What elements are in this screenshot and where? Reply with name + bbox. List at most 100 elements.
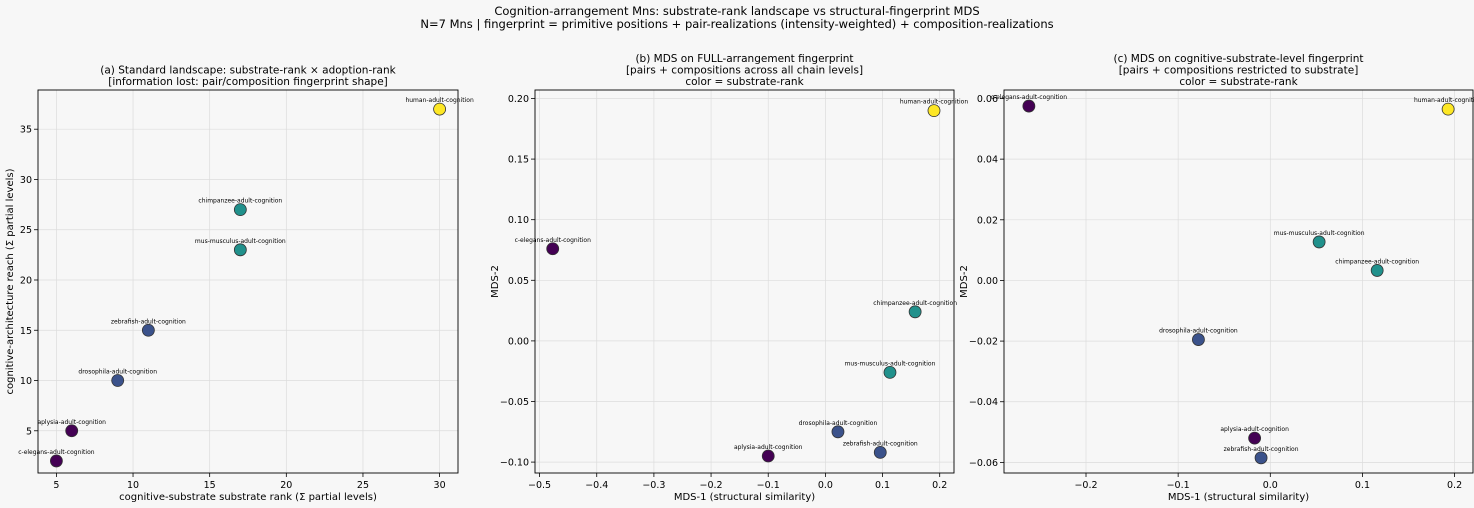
data-point-label: drosophila-adult-cognition xyxy=(799,420,878,427)
panel-title-line: color = substrate-rank xyxy=(685,76,804,88)
data-point-label: human-adult-cognition xyxy=(900,99,969,106)
data-point xyxy=(1370,264,1384,277)
y-tick-label: −0.06 xyxy=(969,458,998,469)
y-tick-label: 0.00 xyxy=(977,276,998,287)
data-point xyxy=(49,454,63,468)
y-tick-label: 35 xyxy=(20,125,32,136)
data-point xyxy=(761,449,775,463)
x-tick-label: 0.2 xyxy=(1447,480,1462,491)
y-tick-label: 0.02 xyxy=(977,215,998,226)
panel-title-line: [information lost: pair/composition fing… xyxy=(108,76,388,88)
x-tick-label: −0.5 xyxy=(528,480,551,491)
data-point xyxy=(1441,102,1455,116)
data-point xyxy=(908,305,922,319)
data-point xyxy=(233,243,247,257)
panel-title-line: color = substrate-rank xyxy=(1179,76,1298,88)
x-tick-label: 10 xyxy=(127,480,139,491)
y-tick-label: 10 xyxy=(20,376,32,387)
y-tick-label: 25 xyxy=(20,225,32,236)
y-axis-label: cognitive-architecture reach (Σ partial … xyxy=(5,168,16,394)
data-point-label: chimpanzee-adult-cognition xyxy=(873,300,957,307)
data-point-label: aplysia-adult-cognition xyxy=(1220,426,1289,433)
data-point-label: c-elegans-adult-cognition xyxy=(18,449,95,456)
y-tick-label: 0.06 xyxy=(977,94,998,105)
data-point-label: human-adult-cognition xyxy=(405,97,474,104)
data-point xyxy=(65,424,79,438)
data-point xyxy=(1022,99,1036,113)
x-tick-label: −0.3 xyxy=(642,480,665,491)
data-point xyxy=(873,445,887,459)
data-point-label: zebrafish-adult-cognition xyxy=(111,318,186,325)
data-point-label: c-elegans-adult-cognition xyxy=(515,237,592,244)
panel-title-line: (c) MDS on cognitive-substrate-level fin… xyxy=(1114,53,1364,65)
plot-frame xyxy=(37,89,459,474)
data-point xyxy=(111,374,125,387)
x-tick-label: −0.4 xyxy=(585,480,608,491)
data-point xyxy=(433,102,447,116)
data-point xyxy=(1192,333,1205,346)
chart-panel-2: (b) MDS on FULL-arrangement fingerprint[… xyxy=(490,53,968,503)
panel-title-line: [pairs + compositions restricted to subs… xyxy=(1119,65,1359,77)
x-axis-label: cognitive-substrate substrate rank (Σ pa… xyxy=(119,492,377,503)
suptitle-line-2: N=7 Mns | fingerprint = primitive positi… xyxy=(420,17,1053,31)
y-tick-label: 0.20 xyxy=(508,94,529,105)
x-axis-label: MDS-1 (structural similarity) xyxy=(674,492,815,503)
x-axis-label: MDS-1 (structural similarity) xyxy=(1168,492,1309,503)
x-tick-label: 0.1 xyxy=(1355,480,1370,491)
y-axis-label: MDS-2 xyxy=(959,265,970,298)
data-point-label: drosophila-adult-cognition xyxy=(1159,328,1238,335)
data-point xyxy=(1248,431,1262,445)
y-tick-label: 0.15 xyxy=(508,155,529,166)
y-axis-label: MDS-2 xyxy=(490,265,501,298)
data-point-label: zebrafish-adult-cognition xyxy=(1224,446,1299,453)
data-point xyxy=(1312,235,1326,249)
x-tick-label: 0.2 xyxy=(932,480,947,491)
data-point xyxy=(1254,451,1268,465)
data-point xyxy=(831,425,845,439)
x-tick-label: 0.1 xyxy=(875,480,890,491)
x-tick-label: 20 xyxy=(280,480,292,491)
data-point-label: drosophila-adult-cognition xyxy=(78,369,157,376)
y-tick-label: −0.05 xyxy=(500,397,529,408)
data-point-label: mus-musculus-adult-cognition xyxy=(195,238,286,245)
x-tick-label: 0.0 xyxy=(818,480,833,491)
data-point-label: aplysia-adult-cognition xyxy=(734,444,803,451)
x-tick-label: 25 xyxy=(357,480,369,491)
data-point-label: chimpanzee-adult-cognition xyxy=(198,198,282,205)
y-tick-label: 30 xyxy=(20,175,32,186)
data-point-label: human-adult-cognition xyxy=(1414,97,1474,104)
chart-panel-1: (a) Standard landscape: substrate-rank ×… xyxy=(5,65,474,504)
data-point-label: aplysia-adult-cognition xyxy=(37,419,106,426)
suptitle-line-1: Cognition-arrangement Mns: substrate-ran… xyxy=(494,4,979,18)
x-tick-label: −0.1 xyxy=(1167,480,1190,491)
panel-title-line: (a) Standard landscape: substrate-rank ×… xyxy=(100,65,396,77)
y-tick-label: 0.00 xyxy=(508,336,529,347)
x-tick-label: 30 xyxy=(434,480,446,491)
y-tick-label: 0.10 xyxy=(508,215,529,226)
y-tick-label: 0.04 xyxy=(977,155,998,166)
data-point-label: zebrafish-adult-cognition xyxy=(843,440,918,447)
data-point xyxy=(546,242,560,256)
data-point xyxy=(927,104,941,118)
plot-frame xyxy=(534,89,955,474)
x-tick-label: −0.2 xyxy=(700,480,723,491)
x-tick-label: 5 xyxy=(53,480,59,491)
x-tick-label: −0.1 xyxy=(757,480,780,491)
y-tick-label: 20 xyxy=(20,275,32,286)
data-point-label: mus-musculus-adult-cognition xyxy=(1274,230,1365,237)
x-tick-label: 15 xyxy=(204,480,216,491)
x-tick-label: −0.2 xyxy=(1074,480,1097,491)
chart-panel-3: (c) MDS on cognitive-substrate-level fin… xyxy=(959,53,1474,503)
plot-frame xyxy=(1003,89,1474,474)
data-point xyxy=(883,366,897,379)
y-tick-label: −0.10 xyxy=(500,458,529,469)
data-point-label: c-elegans-adult-cognition xyxy=(991,94,1068,101)
y-tick-label: 0.05 xyxy=(508,276,529,287)
data-point xyxy=(141,323,155,337)
y-tick-label: −0.02 xyxy=(969,337,998,348)
y-tick-label: 15 xyxy=(20,326,32,337)
data-point-label: mus-musculus-adult-cognition xyxy=(845,360,936,367)
y-tick-label: −0.04 xyxy=(969,397,998,408)
panel-title-line: (b) MDS on FULL-arrangement fingerprint xyxy=(635,53,853,65)
